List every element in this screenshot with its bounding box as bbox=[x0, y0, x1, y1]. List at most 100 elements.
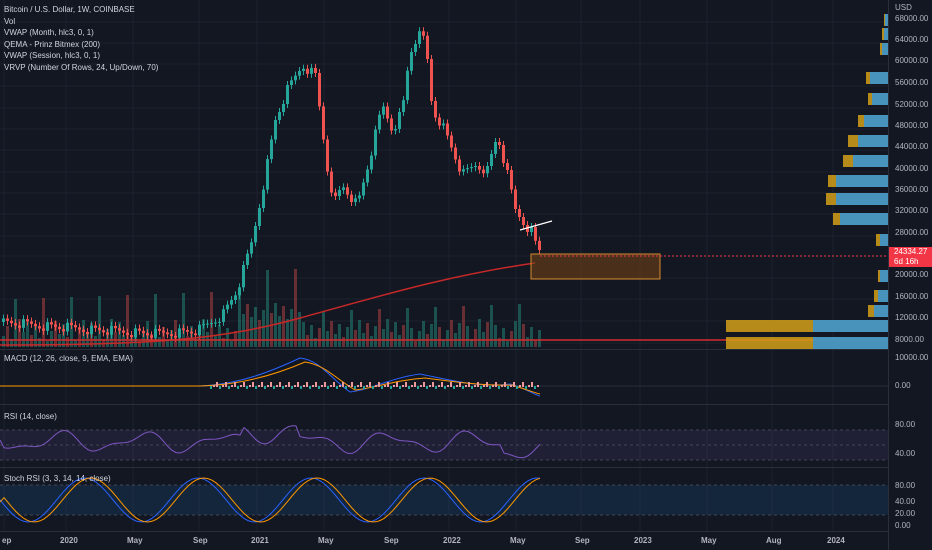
candle-body bbox=[262, 189, 265, 208]
price-label: 12000.00 bbox=[895, 313, 929, 322]
price-label: 48000.00 bbox=[895, 121, 929, 130]
chart-area[interactable]: Bitcoin / U.S. Dollar, 1W, COINBASE Vol … bbox=[0, 0, 888, 550]
macd-histogram-bar bbox=[258, 385, 260, 387]
volume-bar bbox=[98, 296, 101, 347]
volume-bar bbox=[382, 329, 385, 347]
volume-bar bbox=[322, 311, 325, 347]
candle-body bbox=[486, 166, 489, 174]
candle-body bbox=[86, 331, 89, 335]
macd-histogram-bar bbox=[330, 385, 332, 387]
macd-histogram-bar bbox=[435, 386, 437, 389]
volume-bar bbox=[142, 331, 145, 347]
price-label: 40000.00 bbox=[895, 164, 929, 173]
macd-histogram-bar bbox=[327, 386, 329, 389]
volume-bar bbox=[522, 324, 525, 347]
current-price-tag[interactable]: 24334.27 6d 16h bbox=[889, 247, 932, 267]
volume-bar bbox=[494, 325, 497, 347]
symbol-title[interactable]: Bitcoin / U.S. Dollar, 1W, COINBASE bbox=[4, 5, 135, 14]
volume-bar bbox=[338, 324, 341, 347]
macd-label[interactable]: MACD (12, 26, close, 9, EMA, EMA) bbox=[4, 354, 133, 363]
candle-body bbox=[134, 328, 137, 338]
macd-histogram-bar bbox=[213, 385, 215, 387]
volume-bar bbox=[222, 338, 225, 347]
time-label: 2023 bbox=[634, 536, 652, 545]
macd-histogram-bar bbox=[366, 385, 368, 387]
macd-histogram-bar bbox=[429, 385, 431, 387]
chart-canvas[interactable] bbox=[0, 0, 888, 550]
volume-bar bbox=[366, 323, 369, 347]
volume-bar bbox=[66, 337, 69, 347]
candle-body bbox=[10, 320, 13, 324]
volume-bar bbox=[18, 319, 21, 347]
macd-histogram-bar bbox=[279, 382, 281, 387]
candle-body bbox=[506, 163, 509, 170]
volume-bar bbox=[274, 303, 277, 347]
candle-body bbox=[358, 195, 361, 199]
macd-histogram-bar bbox=[528, 385, 530, 387]
candle-body bbox=[418, 31, 421, 44]
volume-bar bbox=[502, 328, 505, 347]
volume-bar bbox=[474, 329, 477, 347]
candle-body bbox=[90, 325, 93, 335]
indicator-vrvp[interactable]: VRVP (Number Of Rows, 24, Up/Down, 70) bbox=[4, 62, 159, 72]
price-label: 68000.00 bbox=[895, 14, 929, 23]
pane-divider[interactable] bbox=[0, 404, 932, 405]
time-label: 2022 bbox=[443, 536, 461, 545]
macd-histogram-bar bbox=[246, 386, 248, 389]
candle-body bbox=[126, 332, 129, 335]
time-label: May bbox=[701, 536, 717, 545]
macd-histogram-bar bbox=[273, 386, 275, 389]
pane-divider[interactable] bbox=[0, 467, 932, 468]
candle-body bbox=[394, 129, 397, 131]
candle-body bbox=[282, 104, 285, 112]
volume-bar bbox=[298, 312, 301, 347]
macd-histogram-bar bbox=[372, 386, 374, 389]
bar-countdown: 6d 16h bbox=[894, 257, 919, 266]
macd-histogram-bar bbox=[450, 382, 452, 387]
candle-body bbox=[306, 68, 309, 74]
candle-body bbox=[382, 106, 385, 115]
candle-body bbox=[338, 190, 341, 196]
candle-body bbox=[54, 324, 57, 327]
volume-profile-row bbox=[858, 135, 888, 147]
volume-bar bbox=[466, 326, 469, 347]
volume-bar bbox=[498, 338, 501, 347]
macd-histogram-bar bbox=[333, 382, 335, 387]
candle-body bbox=[390, 118, 393, 131]
candle-body bbox=[482, 169, 485, 174]
macd-histogram-bar bbox=[360, 382, 362, 387]
macd-histogram-bar bbox=[249, 385, 251, 387]
volume-bar bbox=[318, 328, 321, 347]
volume-bar bbox=[266, 270, 269, 347]
candle-body bbox=[266, 159, 269, 190]
volume-bar bbox=[250, 317, 253, 347]
volume-bar bbox=[138, 341, 141, 347]
price-axis[interactable]: USD 68000.00 64000.00 60000.00 56000.00 … bbox=[888, 0, 932, 550]
macd-histogram-bar bbox=[516, 386, 518, 389]
price-label: 52000.00 bbox=[895, 100, 929, 109]
macd-histogram-bar bbox=[285, 385, 287, 387]
volume-bar bbox=[490, 305, 493, 347]
candle-body bbox=[290, 80, 293, 85]
stoch-rsi-label[interactable]: Stoch RSI (3, 3, 14, 14, close) bbox=[4, 474, 111, 483]
indicator-vwap-month[interactable]: VWAP (Month, hlc3, 0, 1) bbox=[4, 28, 94, 38]
volume-bar bbox=[422, 321, 425, 347]
candle-body bbox=[178, 328, 181, 338]
rectangle-zone bbox=[530, 253, 661, 280]
macd-histogram-bar bbox=[219, 386, 221, 389]
rsi-label[interactable]: RSI (14, close) bbox=[4, 412, 57, 421]
indicator-vwap-session[interactable]: VWAP (Session, hlc3, 0, 1) bbox=[4, 51, 101, 61]
volume-bar bbox=[46, 341, 49, 347]
volume-bar bbox=[214, 335, 217, 347]
indicator-qema[interactable]: QEMA - Prinz Bitmex (200) bbox=[4, 39, 101, 49]
volume-bar bbox=[342, 337, 345, 347]
candle-body bbox=[190, 331, 193, 334]
volume-profile-row bbox=[813, 337, 888, 349]
candle-body bbox=[6, 318, 9, 321]
candle-body bbox=[270, 139, 273, 160]
candle-body bbox=[170, 334, 173, 336]
indicator-vol[interactable]: Vol bbox=[4, 16, 16, 26]
pane-divider[interactable] bbox=[0, 349, 932, 350]
candle-body bbox=[70, 322, 73, 326]
volume-bar bbox=[202, 319, 205, 347]
